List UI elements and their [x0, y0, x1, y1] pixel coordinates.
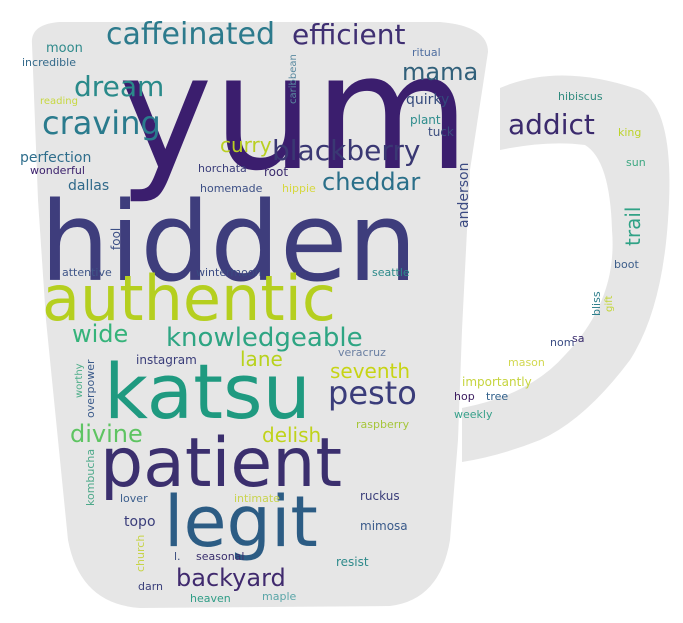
- word-wide: wide: [72, 320, 128, 348]
- word-quirky: quirky: [406, 92, 449, 108]
- word-addict: addict: [508, 108, 595, 141]
- word-intimate: intimate: [234, 492, 280, 505]
- word-root: root: [264, 165, 288, 179]
- word-hop: hop: [454, 390, 475, 403]
- word-dallas: dallas: [68, 178, 109, 194]
- word-homemade: homemade: [200, 182, 263, 195]
- word-patient: patient: [100, 424, 342, 503]
- word-dream: dream: [74, 70, 164, 103]
- word-church: church: [134, 535, 147, 572]
- word-knowledgeable: knowledgeable: [166, 323, 363, 353]
- word-overpower: overpower: [84, 359, 97, 418]
- word-caffeinated: caffeinated: [106, 17, 275, 52]
- word-darn: darn: [138, 580, 163, 593]
- word-divine: divine: [70, 420, 143, 448]
- word-seventh: seventh: [330, 359, 410, 383]
- word-seattle: seattle: [372, 266, 410, 279]
- word-topo: topo: [124, 514, 156, 530]
- word-raspberry: raspberry: [356, 418, 410, 431]
- word-hibiscus: hibiscus: [558, 90, 603, 103]
- word-seasonal: seasonal: [196, 550, 244, 563]
- word-hippie: hippie: [282, 182, 316, 195]
- word-hidden: hidden: [40, 178, 417, 306]
- word-perfection: perfection: [20, 150, 91, 166]
- word-pesto: pesto: [328, 374, 417, 412]
- word-maple: maple: [262, 590, 296, 603]
- mug-body: [31, 22, 488, 608]
- word-wonderful: wonderful: [30, 164, 85, 177]
- word-mimosa: mimosa: [360, 519, 408, 533]
- word-importantly: importantly: [462, 375, 532, 389]
- word-trail: trail: [621, 207, 645, 246]
- word-reading: reading: [40, 96, 78, 107]
- word-mama: mama: [402, 58, 478, 86]
- word-cheddar: cheddar: [322, 168, 420, 196]
- mug-handle: [462, 75, 670, 463]
- word-mason: mason: [508, 356, 545, 369]
- word-sa: sa: [572, 332, 584, 345]
- word-lover: lover: [120, 492, 148, 505]
- word-king: king: [618, 126, 641, 139]
- word-authentic: authentic: [42, 262, 336, 335]
- word-tree: tree: [486, 390, 508, 403]
- word-veracruz: veracruz: [338, 346, 386, 359]
- word-katsu: katsu: [104, 347, 311, 436]
- word-plant: plant: [410, 113, 441, 127]
- word-weekly: weekly: [454, 408, 493, 421]
- word-efficient: efficient: [292, 18, 405, 51]
- word-tuck: tuck: [428, 125, 454, 139]
- word-sun: sun: [626, 156, 646, 169]
- word-curry: curry: [220, 133, 272, 157]
- word-boot: boot: [614, 258, 639, 271]
- word-lane: lane: [240, 347, 283, 371]
- word-nom: nom: [550, 336, 574, 349]
- word-craving: craving: [42, 104, 161, 142]
- word-l: l.: [174, 550, 181, 563]
- word-gift: gift: [604, 296, 615, 312]
- word-worthy: worthy: [74, 363, 85, 398]
- word-legit: legit: [164, 481, 318, 563]
- word-resist: resist: [336, 555, 369, 569]
- word-wintermoon: wintermoon: [196, 266, 262, 279]
- mug-shape: [31, 22, 670, 608]
- word-delish: delish: [262, 423, 321, 447]
- word-bliss: bliss: [590, 291, 603, 316]
- word-instagram: instagram: [136, 353, 197, 367]
- word-moon: moon: [46, 41, 83, 56]
- word-kombucha: kombucha: [84, 449, 97, 506]
- word-blackberry: blackberry: [272, 134, 420, 167]
- word-yum: yum: [118, 19, 470, 206]
- word-horchata: horchata: [198, 162, 247, 175]
- word-anderson: anderson: [456, 163, 472, 228]
- word-fool: fool: [109, 228, 123, 250]
- word-backyard: backyard: [176, 564, 286, 592]
- word-heaven: heaven: [190, 592, 231, 605]
- word-attentive: attentive: [62, 266, 112, 279]
- words-layer: yum hidden authentic katsu patient legit…: [20, 17, 646, 605]
- word-caribbean: caribbean: [288, 54, 299, 104]
- word-incredible: incredible: [22, 56, 76, 69]
- word-ritual: ritual: [412, 46, 441, 59]
- word-ruckus: ruckus: [360, 489, 400, 503]
